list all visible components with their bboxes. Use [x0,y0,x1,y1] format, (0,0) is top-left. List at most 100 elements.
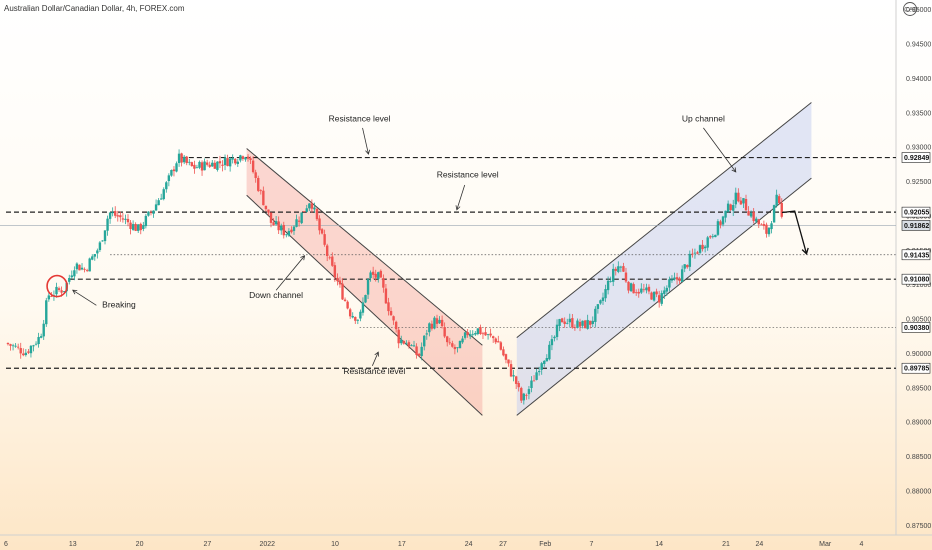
candle-body-208 [537,371,541,373]
candle-body-152 [394,321,398,330]
projection-arrowhead [801,247,809,255]
candle-body-101 [264,205,268,210]
candle-body-60 [159,198,163,200]
level-label-text-0.91862: 0.91862 [904,223,929,230]
candle-body-185 [479,327,482,334]
y-tick-label-0.88000: 0.88000 [906,488,931,495]
candle-body-201 [520,387,523,401]
candle-body-197 [509,364,513,377]
candle-body-75 [198,161,201,168]
candle-body-151 [392,316,395,321]
candle-body-233 [601,297,605,301]
candle-body-6 [22,353,25,356]
candle-body-14 [42,323,45,337]
candle-body-108 [282,224,285,236]
y-tick-label-0.89500: 0.89500 [906,385,931,392]
candle-body-37 [101,240,104,242]
candle-body-41 [111,212,114,214]
candle-body-143 [371,271,375,275]
candle-body-92 [241,156,245,160]
candle-body-53 [142,225,145,230]
candle-body-5 [19,348,22,354]
annotation-resistance-mid-arrow-head [455,205,461,211]
candle-body-115 [300,212,303,224]
y-tick-label-0.95000: 0.95000 [906,7,931,14]
candle-body-256 [660,293,663,304]
candle-body-144 [374,273,377,278]
annotation-up-channel-arrow-shaft [703,127,737,173]
candle-body-145 [377,272,380,280]
candle-body-291 [749,213,753,217]
x-tick-label-4: 2022 [259,541,275,548]
candle-body-86 [226,158,229,167]
candle-body-219 [566,322,569,324]
candle-body-232 [599,300,602,304]
candle-body-247 [637,291,640,294]
candle-body-295 [760,224,763,226]
currency-badge[interactable]: CAD [903,2,919,16]
candle-body-69 [182,156,186,163]
candle-body-85 [223,157,227,166]
annotation-down-channel-arrow-head [300,255,306,261]
up-channel-upper-line [516,102,812,339]
candle-body-114 [297,220,301,222]
candle-body-24 [68,278,71,282]
candle-body-216 [558,319,561,326]
annotation-resistance-bottom-label: Resistance level [343,366,405,376]
y-tick-label-0.89000: 0.89000 [906,420,931,427]
candle-body-223 [576,320,579,328]
candle-body-98 [257,177,260,191]
candle-body-224 [578,321,582,327]
candle-body-204 [527,389,531,395]
candle-body-271 [698,245,702,253]
level-label-box-0.90380 [901,322,931,333]
candle-body-7 [24,352,28,356]
candle-body-27 [75,263,79,270]
candle-body-11 [34,343,38,345]
candle-body-174 [451,343,454,347]
candle-body-81 [213,162,217,169]
candle-body-230 [594,308,597,322]
candle-body-288 [742,198,745,204]
candle-body-300 [772,205,776,223]
candle-body-170 [440,319,444,327]
candle-body-59 [157,200,160,206]
candle-body-234 [604,289,607,299]
candle-body-1 [9,344,12,346]
candle-body-42 [114,211,117,216]
candle-body-72 [190,162,194,167]
candle-body-120 [313,207,316,210]
x-tick-label-13: 24 [755,541,763,548]
candle-body-196 [507,359,510,364]
candle-body-266 [686,265,689,268]
candle-body-169 [438,319,441,324]
y-tick-label-0.93000: 0.93000 [906,145,931,152]
candle-body-46 [124,218,127,220]
candle-body-257 [663,290,666,294]
candle-body-243 [627,281,630,291]
candle-body-52 [139,223,142,231]
price-axis: 0.95000 0.94500 0.94000 0.93500 0.93000 0.925… [901,7,931,530]
x-tick-label-9: Feb [539,541,551,548]
candle-body-38 [103,230,107,242]
candle-body-30 [83,268,86,270]
x-tick-label-5: 10 [331,541,339,548]
candle-body-192 [497,341,500,343]
candle-body-245 [632,284,635,294]
candle-body-123 [320,229,324,234]
candle-body-246 [634,292,638,294]
candle-body-253 [652,291,656,301]
level-label-box-0.91080 [901,273,931,285]
candle-body-244 [629,283,633,292]
candle-body-138 [359,311,362,319]
candle-body-84 [221,164,224,166]
annotation-breaking-arrow-shaft [72,289,97,306]
candle-body-127 [331,256,334,266]
candle-body-87 [228,158,232,167]
level-label-box-0.92055 [901,206,931,218]
candle-body-209 [540,363,543,370]
y-tick-label-0.88500: 0.88500 [906,454,931,461]
candle-body-193 [499,342,503,350]
candle-body-149 [387,302,390,312]
